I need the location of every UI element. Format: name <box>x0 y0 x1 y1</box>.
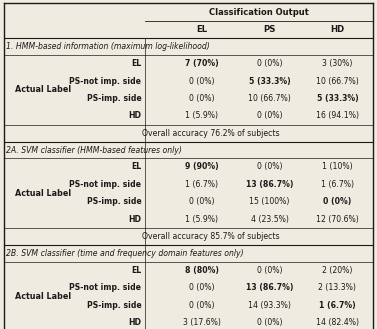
Text: 10 (66.7%): 10 (66.7%) <box>248 94 291 103</box>
Text: 1 (10%): 1 (10%) <box>322 163 353 171</box>
Text: EL: EL <box>131 266 141 275</box>
Text: HD: HD <box>129 318 141 327</box>
Text: 2B. SVM classifier (time and frequency domain features only): 2B. SVM classifier (time and frequency d… <box>6 249 243 258</box>
Text: 0 (0%): 0 (0%) <box>189 301 215 310</box>
Text: 0 (0%): 0 (0%) <box>189 197 215 206</box>
Text: 8 (80%): 8 (80%) <box>185 266 219 275</box>
Text: Actual Label: Actual Label <box>15 189 71 198</box>
Text: 4 (23.5%): 4 (23.5%) <box>251 215 288 224</box>
Text: 0 (0%): 0 (0%) <box>257 318 282 327</box>
Text: PS-imp. side: PS-imp. side <box>87 94 141 103</box>
Text: 7 (70%): 7 (70%) <box>185 59 219 68</box>
Text: HD: HD <box>129 215 141 224</box>
Text: EL: EL <box>131 59 141 68</box>
Text: 0 (0%): 0 (0%) <box>189 94 215 103</box>
Text: 5 (33.3%): 5 (33.3%) <box>249 77 290 86</box>
Text: Actual Label: Actual Label <box>15 85 71 94</box>
Text: 14 (82.4%): 14 (82.4%) <box>316 318 359 327</box>
Text: 3 (17.6%): 3 (17.6%) <box>183 318 221 327</box>
Text: PS-imp. side: PS-imp. side <box>87 301 141 310</box>
Text: 0 (0%): 0 (0%) <box>257 266 282 275</box>
Text: 15 (100%): 15 (100%) <box>249 197 290 206</box>
Text: EL: EL <box>131 163 141 171</box>
Text: 2 (13.3%): 2 (13.3%) <box>319 283 356 292</box>
Text: 0 (0%): 0 (0%) <box>257 112 282 120</box>
Text: 13 (86.7%): 13 (86.7%) <box>246 283 293 292</box>
Text: 0 (0%): 0 (0%) <box>189 283 215 292</box>
Text: 12 (70.6%): 12 (70.6%) <box>316 215 359 224</box>
Text: 0 (0%): 0 (0%) <box>323 197 351 206</box>
Text: 1 (6.7%): 1 (6.7%) <box>185 180 218 189</box>
Text: PS-not imp. side: PS-not imp. side <box>69 283 141 292</box>
Text: 1 (5.9%): 1 (5.9%) <box>185 215 218 224</box>
Text: 9 (90%): 9 (90%) <box>185 163 219 171</box>
Text: 1 (6.7%): 1 (6.7%) <box>321 180 354 189</box>
Text: HD: HD <box>129 112 141 120</box>
Text: 16 (94.1%): 16 (94.1%) <box>316 112 359 120</box>
Text: Overall accuracy 76.2% of subjects: Overall accuracy 76.2% of subjects <box>142 129 280 138</box>
Text: Overall accuracy 85.7% of subjects: Overall accuracy 85.7% of subjects <box>142 232 280 241</box>
Text: 0 (0%): 0 (0%) <box>189 77 215 86</box>
Text: PS-imp. side: PS-imp. side <box>87 197 141 206</box>
Text: 2 (20%): 2 (20%) <box>322 266 352 275</box>
Text: 10 (66.7%): 10 (66.7%) <box>316 77 359 86</box>
Text: 2A. SVM classifier (HMM-based features only): 2A. SVM classifier (HMM-based features o… <box>6 145 182 155</box>
Text: 0 (0%): 0 (0%) <box>257 59 282 68</box>
Text: 1 (6.7%): 1 (6.7%) <box>319 301 356 310</box>
Text: 14 (93.3%): 14 (93.3%) <box>248 301 291 310</box>
Text: 13 (86.7%): 13 (86.7%) <box>246 180 293 189</box>
Text: 5 (33.3%): 5 (33.3%) <box>317 94 358 103</box>
Text: 3 (30%): 3 (30%) <box>322 59 352 68</box>
Text: HD: HD <box>330 25 345 35</box>
Text: EL: EL <box>196 25 207 35</box>
Text: 1. HMM-based information (maximum log-likelihood): 1. HMM-based information (maximum log-li… <box>6 42 209 51</box>
Text: Classification Output: Classification Output <box>209 8 309 17</box>
Text: PS-not imp. side: PS-not imp. side <box>69 77 141 86</box>
Text: 0 (0%): 0 (0%) <box>257 163 282 171</box>
Text: Actual Label: Actual Label <box>15 292 71 301</box>
Text: 1 (5.9%): 1 (5.9%) <box>185 112 218 120</box>
Text: PS-not imp. side: PS-not imp. side <box>69 180 141 189</box>
Text: PS: PS <box>263 25 276 35</box>
